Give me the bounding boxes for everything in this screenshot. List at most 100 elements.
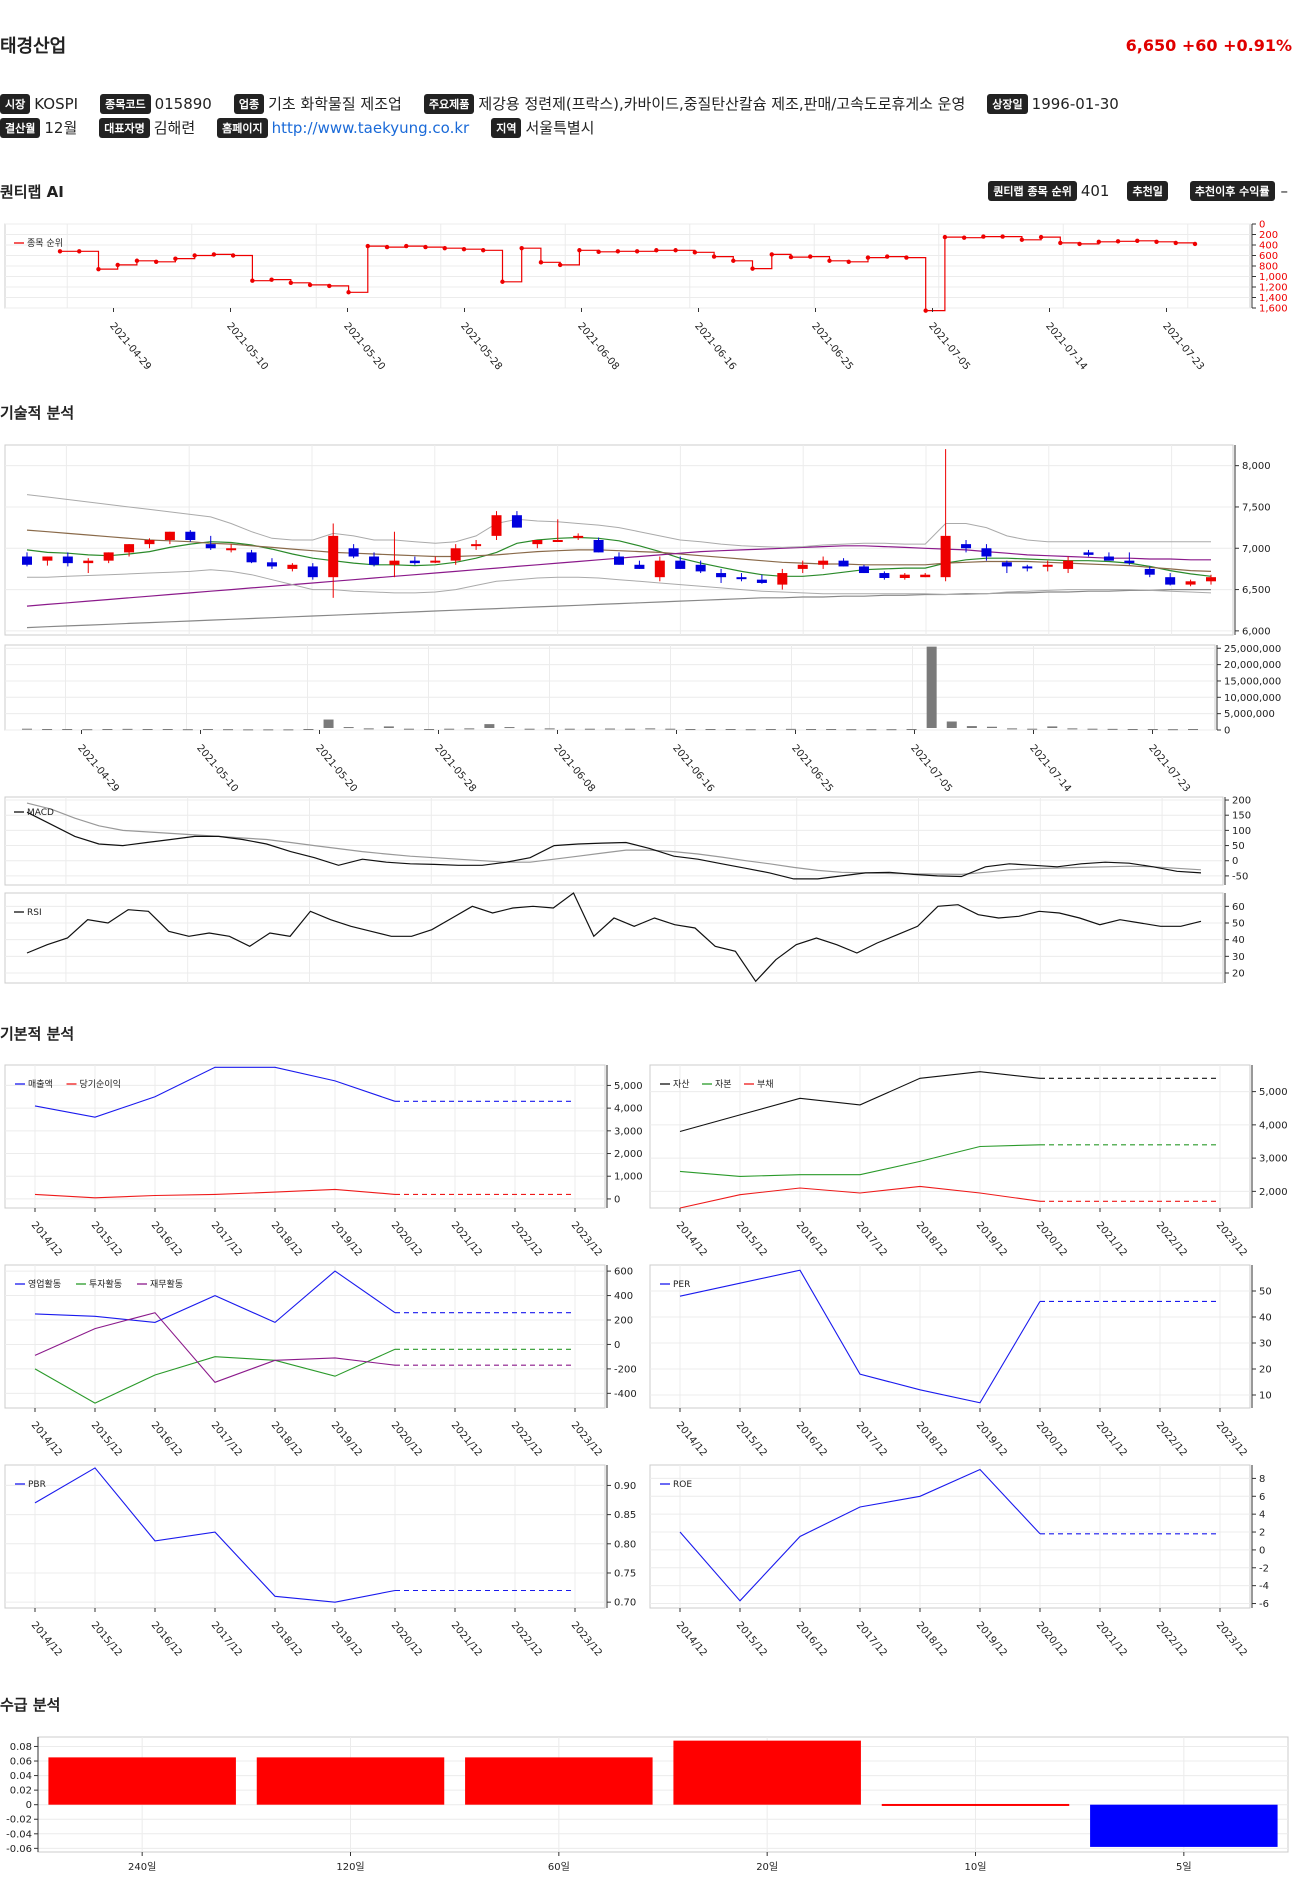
volume-bar — [1087, 728, 1098, 730]
supply-ytick-label: 0.04 — [10, 1771, 32, 1782]
volume-bar — [946, 721, 957, 728]
rank-point — [384, 244, 390, 250]
candle-body — [593, 540, 604, 553]
fin1-xtick-label: 2015/12 — [89, 1220, 124, 1259]
series-line — [679, 1269, 1041, 1404]
candle-body — [532, 540, 543, 545]
volume-bar — [142, 729, 153, 731]
rank-point — [865, 255, 871, 260]
per-xtick-label: 2014/12 — [674, 1420, 709, 1459]
per-xtick-label: 2017/12 — [854, 1420, 889, 1459]
volume-ytick-label: 20,000,000 — [1224, 660, 1281, 671]
supply-chart: -0.06 -0.04 -0.02 0 0.02 0.04 0.06 0.08 240일 120일… — [6, 1736, 1289, 1873]
candle-body — [205, 544, 216, 549]
candle-body — [1022, 566, 1033, 569]
rank-point — [269, 277, 274, 282]
volume-bar — [263, 729, 274, 731]
candle-body — [246, 552, 257, 563]
fin2-legend-label: 부채 — [757, 1079, 774, 1090]
volume-ytick-label: 0 — [1224, 726, 1230, 737]
supply-ytick-label: 0 — [26, 1800, 32, 1811]
candle-body — [675, 560, 686, 569]
volume-bar — [303, 729, 314, 731]
pbr-xtick-label: 2020/12 — [389, 1620, 424, 1659]
series-line — [34, 1348, 396, 1404]
rank-point — [1192, 241, 1198, 247]
volume-ytick-label: 5,000,000 — [1224, 709, 1275, 720]
rank-point — [192, 253, 197, 258]
pbr-ytick-label: 0.90 — [614, 1481, 636, 1492]
per-ytick-label: 20 — [1259, 1365, 1272, 1376]
per-xtick-label: 2021/12 — [1094, 1420, 1129, 1459]
volume-bar — [846, 729, 857, 731]
volume-xtick-label: 2021-05-10 — [194, 743, 240, 795]
rsi-chart-frame — [4, 892, 1224, 984]
fin1-ytick-label: 1,000 — [614, 1172, 643, 1183]
rank-point — [1019, 237, 1025, 242]
rec-date-label: 추천일 — [1127, 181, 1168, 201]
volume-bar — [464, 728, 475, 730]
candle-body — [838, 560, 849, 567]
candle-body — [716, 573, 727, 578]
volume-bar — [102, 729, 113, 731]
volume-bar — [403, 728, 414, 730]
candle-body — [83, 560, 94, 564]
candle-body — [940, 535, 951, 578]
market-label: 시장 — [0, 93, 31, 114]
roe-ytick-label: 2 — [1259, 1528, 1265, 1539]
rank-xtick-label: 2021-07-14 — [1043, 321, 1089, 373]
pbr-ytick-label: 0.75 — [614, 1568, 636, 1579]
pbr-xtick-label: 2023/12 — [569, 1620, 604, 1659]
roe-xtick-label: 2015/12 — [734, 1620, 769, 1659]
rsi-line — [26, 892, 1202, 983]
rank-point — [923, 308, 928, 313]
fin1-xtick-label: 2014/12 — [29, 1220, 64, 1259]
fin3-ytick-label: 0 — [614, 1340, 620, 1351]
candle-body — [491, 515, 502, 536]
volume-bar — [42, 729, 53, 731]
volume-xtick-label: 2021-06-08 — [551, 743, 597, 795]
fin3-ytick-label: -200 — [614, 1364, 637, 1375]
price-ytick-label: 6,500 — [1242, 585, 1271, 596]
return-label: 추천이후 수익률 — [1189, 181, 1275, 201]
fin1-legend-label: 매출액 — [28, 1078, 53, 1090]
rank-point — [1000, 234, 1005, 239]
volume-bar — [202, 729, 213, 731]
volume-ytick-label: 15,000,000 — [1224, 676, 1281, 687]
volume-bar — [363, 728, 374, 730]
fin3-legend-label: 투자활동 — [89, 1278, 122, 1290]
volume-chart: 0 5,000,000 10,000,000 15,000,000 20,000,000… — [4, 644, 1281, 795]
volume-bar — [886, 729, 897, 731]
rank-point — [288, 280, 294, 285]
candle-body — [614, 556, 624, 565]
rank-ytick-label: 600 — [1259, 251, 1278, 262]
fin1-xtick-label: 2020/12 — [389, 1220, 424, 1259]
bollinger-upper — [26, 494, 1211, 548]
pbr-xtick-label: 2017/12 — [209, 1620, 244, 1659]
fin2-chart-frame — [649, 1064, 1251, 1209]
roe-xtick-label: 2021/12 — [1094, 1620, 1129, 1659]
pbr-xtick-label: 2021/12 — [449, 1620, 484, 1659]
rank-xtick-label: 2021-06-08 — [575, 321, 621, 373]
per-ytick-label: 40 — [1259, 1313, 1272, 1324]
roe-ytick-label: 8 — [1259, 1474, 1265, 1485]
supply-xtick-label: 5일 — [1176, 1861, 1192, 1873]
roe-xtick-label: 2016/12 — [794, 1620, 829, 1659]
rank-point — [846, 259, 851, 264]
rank-point — [1173, 240, 1178, 246]
fin1-ytick-label: 5,000 — [614, 1081, 643, 1092]
volume-bar — [1127, 729, 1138, 731]
volume-bar — [1147, 729, 1158, 731]
fin1-ytick-label: 0 — [614, 1194, 620, 1205]
supply-ytick-label: 0.02 — [10, 1786, 32, 1797]
homepage-link[interactable]: http://www.taekyung.co.kr — [271, 118, 470, 137]
price-change: +60 — [1181, 36, 1218, 55]
rank-point — [250, 278, 255, 283]
candle-body — [552, 540, 563, 542]
pbr-xtick-label: 2015/12 — [89, 1620, 124, 1659]
listing-date-label: 상장일 — [987, 93, 1028, 114]
roe-xtick-label: 2017/12 — [854, 1620, 889, 1659]
macd-ytick-label: 0 — [1232, 856, 1238, 867]
volume-bar — [1167, 729, 1178, 731]
